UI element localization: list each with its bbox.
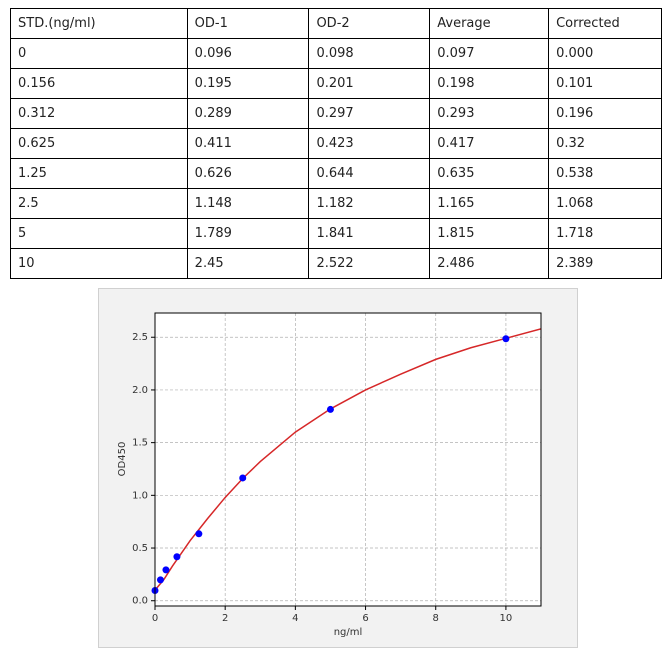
x-tick-label: 6	[362, 613, 368, 624]
table-cell: 0.297	[308, 98, 431, 129]
table-cell: 1.25	[10, 158, 188, 189]
plot-border	[154, 312, 542, 607]
table-cell: 5	[10, 218, 188, 249]
table-cell: 1.789	[186, 218, 310, 249]
header-row: STD.(ng/ml) OD-1 OD-2 Average Corrected	[10, 8, 662, 39]
table-cell: 2.45	[186, 248, 310, 279]
table-cell: 10	[10, 248, 188, 279]
table-cell: 0.625	[10, 128, 188, 159]
table-cell: 1.068	[548, 188, 662, 219]
table-cell: 0.417	[429, 128, 550, 159]
table-cell: 1.165	[429, 188, 550, 219]
table-cell: 0.538	[548, 158, 662, 189]
table-cell: 1.815	[429, 218, 550, 249]
data-table: STD.(ng/ml) OD-1 OD-2 Average Corrected 0 0.09…	[10, 8, 662, 279]
table-cell: 0.198	[429, 68, 550, 99]
table-cell: 2.389	[548, 248, 662, 279]
table-cell: 0.32	[548, 128, 662, 159]
x-axis-label: ng/ml	[334, 627, 363, 638]
table-cell: OD-1	[186, 8, 310, 39]
table-row: 0.312 0.289 0.297 0.293 0.196	[10, 98, 662, 129]
table-cell: 0.096	[186, 38, 310, 69]
y-tick-label: 0.5	[132, 543, 148, 554]
table-row: 0 0.096 0.098 0.097 0.000	[10, 38, 662, 69]
x-tick-label: 8	[433, 613, 439, 624]
plot-area	[155, 313, 541, 606]
data-point	[195, 530, 203, 538]
table-cell: 1.841	[308, 218, 431, 249]
y-tick-label: 1.5	[132, 438, 148, 449]
table-cell: 2.5	[10, 188, 188, 219]
fit-curve	[155, 328, 541, 591]
y-axis-label: OD450	[117, 442, 128, 477]
x-tick-label: 10	[500, 613, 513, 624]
table-row: 2.5 1.148 1.182 1.165 1.068	[10, 188, 662, 219]
table-cell: 0.195	[186, 68, 310, 99]
table-cell: 0.626	[186, 158, 310, 189]
table-cell: 0.312	[10, 98, 188, 129]
y-tick-label: 2.5	[132, 332, 148, 343]
table-cell: 0.156	[10, 68, 188, 99]
table-cell: OD-2	[308, 8, 431, 39]
table-cell: 2.486	[429, 248, 550, 279]
table-cell: Average	[429, 8, 550, 39]
table-row: 0.156 0.195 0.201 0.198 0.101	[10, 68, 662, 99]
table-cell: 2.522	[308, 248, 431, 279]
data-point	[162, 566, 170, 574]
x-tick-label: 2	[222, 613, 228, 624]
y-tick-label: 0.0	[132, 596, 148, 607]
table-cell: STD.(ng/ml)	[10, 8, 188, 39]
table-cell: 0.644	[308, 158, 431, 189]
table-cell: 0.293	[429, 98, 550, 129]
table-cell: 0.411	[186, 128, 310, 159]
chart: ng/ml OD450 0 2 4 6 8 10 0.0 0.5 1.0 1.5 2.0 2.5	[98, 288, 578, 648]
table-row: 1.25 0.626 0.644 0.635 0.538	[10, 158, 662, 189]
y-tick-label: 1.0	[132, 490, 148, 501]
data-point	[156, 576, 164, 584]
table-cell: 0.201	[308, 68, 431, 99]
table-row: 0.625 0.411 0.423 0.417 0.32	[10, 128, 662, 159]
table-cell: 0.097	[429, 38, 550, 69]
x-tick-label: 0	[152, 613, 158, 624]
y-tick-label: 2.0	[132, 385, 148, 396]
table-cell: 0.635	[429, 158, 550, 189]
table-cell: Corrected	[548, 8, 662, 39]
table-cell: 0.000	[548, 38, 662, 69]
table-cell: 0	[10, 38, 188, 69]
table-cell: 0.289	[186, 98, 310, 129]
table-cell: 0.098	[308, 38, 431, 69]
x-tick-label: 4	[292, 613, 298, 624]
table-row: 5 1.789 1.841 1.815 1.718	[10, 218, 662, 249]
data-point	[502, 335, 510, 343]
data-point	[326, 405, 334, 413]
table-cell: 0.101	[548, 68, 662, 99]
data-point	[239, 474, 247, 482]
table-cell: 1.718	[548, 218, 662, 249]
data-point	[173, 553, 181, 561]
table-row: 10 2.45 2.522 2.486 2.389	[10, 248, 662, 279]
table-cell: 1.182	[308, 188, 431, 219]
table-cell: 0.196	[548, 98, 662, 129]
table-cell: 0.423	[308, 128, 431, 159]
table-cell: 1.148	[186, 188, 310, 219]
